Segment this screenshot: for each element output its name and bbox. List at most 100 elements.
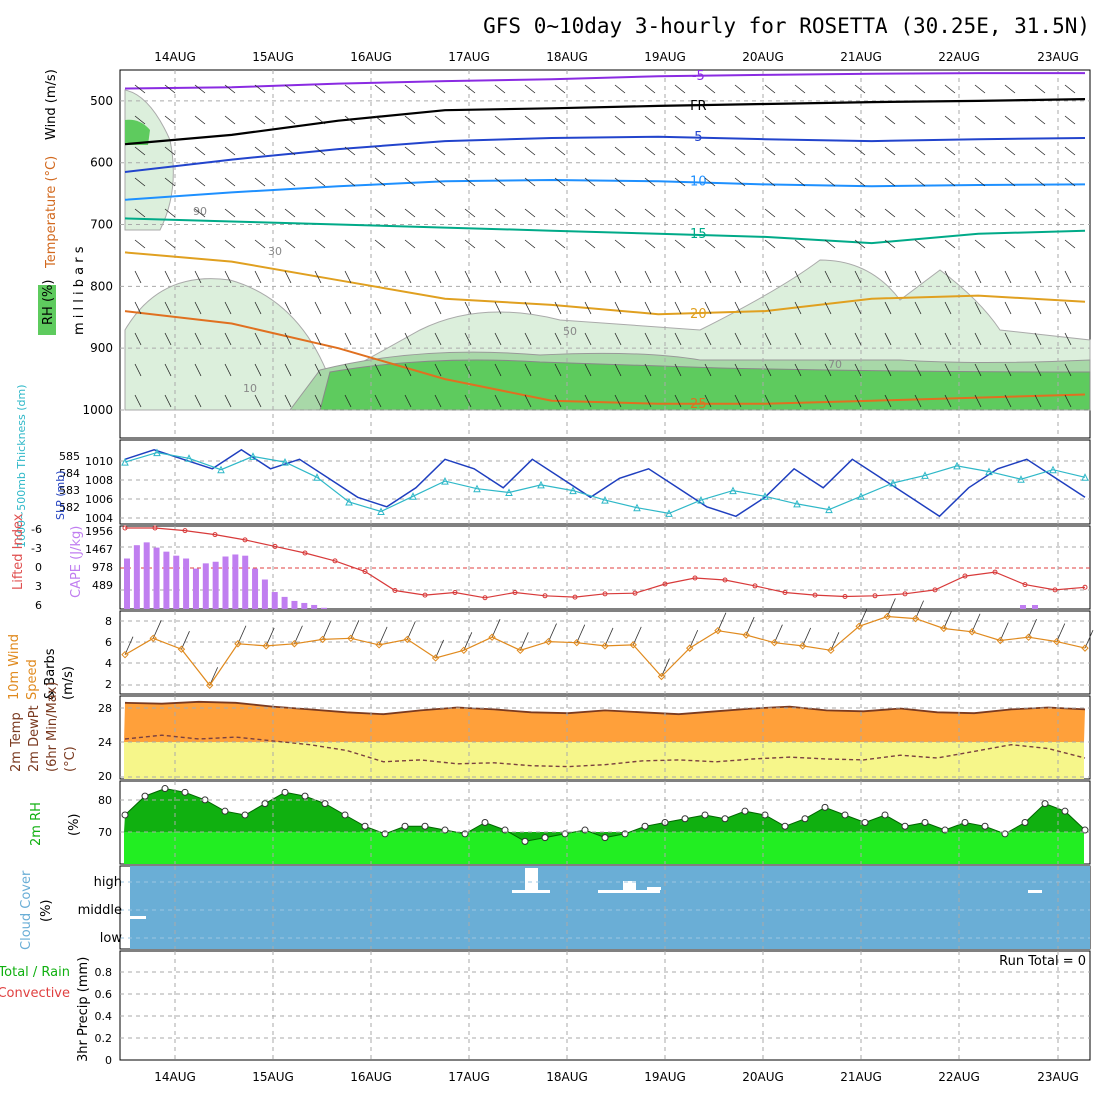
- wind-barb: [734, 301, 742, 315]
- date-label-bottom: 17AUG: [448, 1070, 490, 1084]
- slp-axis-label: SLP (mb): [54, 470, 67, 520]
- wind-barb: [344, 363, 352, 377]
- wind-barb: [584, 301, 592, 315]
- surface-wind-barb: [265, 627, 275, 647]
- wind-barb: [494, 115, 506, 125]
- wind-barb: [374, 239, 386, 249]
- wind-barb: [704, 84, 716, 94]
- wind-barb: [644, 394, 652, 408]
- rh-contour-label: 30: [268, 245, 282, 258]
- wind-barb: [1004, 115, 1016, 125]
- wind-barb: [704, 115, 716, 125]
- thickness-marker: [985, 467, 993, 476]
- wind-barb: [854, 177, 866, 187]
- wind-barb: [164, 270, 172, 284]
- wind-barb: [284, 301, 292, 315]
- wind-barb: [764, 115, 776, 125]
- surface-wind-barb: [689, 629, 699, 649]
- wind-barb: [254, 208, 266, 218]
- thickness-tick-label: 585: [59, 450, 80, 463]
- cape-bar: [163, 551, 170, 609]
- wind-speed-marker: [968, 628, 976, 636]
- date-label-top: 18AUG: [546, 50, 588, 64]
- wind-barb: [854, 84, 866, 94]
- li-marker: [542, 593, 548, 599]
- wind-barb: [254, 394, 262, 408]
- wind-barb: [374, 270, 382, 284]
- pressure-tick-label: 500: [90, 94, 113, 108]
- cape-bar: [242, 555, 249, 609]
- wind-barb: [494, 270, 502, 284]
- wind-barb: [794, 115, 806, 125]
- date-label-bottom: 23AUG: [1037, 1070, 1079, 1084]
- precip-tick-label: 0.8: [95, 966, 113, 979]
- wind-barb: [434, 394, 442, 408]
- cape-bar: [173, 555, 180, 609]
- temp-contour: [124, 217, 1086, 245]
- rh2m-marker: [741, 807, 749, 815]
- li-marker: [122, 525, 128, 531]
- wind-speed-marker: [573, 638, 581, 647]
- li-marker: [842, 593, 848, 599]
- run-total-label: Run Total = 0: [999, 954, 1086, 969]
- wind-barb: [524, 146, 536, 156]
- wind-barb: [194, 239, 206, 249]
- date-label-bottom: 15AUG: [252, 1070, 294, 1084]
- rh2m-marker: [961, 819, 969, 826]
- wind-barb: [884, 84, 896, 94]
- cape-bar: [311, 604, 318, 609]
- wind-barb: [404, 177, 416, 187]
- wind-barb: [614, 270, 622, 284]
- wind-speed-marker: [629, 641, 637, 649]
- wind-barb: [584, 270, 592, 284]
- wind-barb: [944, 84, 956, 94]
- wind-barb: [404, 332, 412, 346]
- li-marker: [722, 577, 728, 583]
- surface-wind-barb: [322, 621, 332, 640]
- temperature-axis-label: Temperature (°C): [44, 156, 59, 269]
- wind-barb: [734, 239, 746, 249]
- wind-barb: [464, 208, 476, 218]
- wind-barb: [914, 115, 926, 125]
- wind-barb: [284, 177, 296, 187]
- wind-barb: [284, 394, 292, 408]
- wind-barb: [344, 239, 356, 249]
- surface-wind-barb: [294, 625, 303, 644]
- wind-barb: [974, 363, 982, 377]
- wind-barb: [914, 363, 922, 377]
- thickness-marker: [1049, 465, 1057, 474]
- wind-barb: [134, 239, 146, 249]
- cape-bar: [261, 579, 268, 609]
- wind-barb: [794, 146, 806, 156]
- wind-barb: [1004, 332, 1012, 346]
- wind-barb: [224, 177, 236, 187]
- cape-bar: [301, 602, 308, 609]
- wind-axis-label: Speed: [25, 659, 40, 700]
- surface-wind-barb: [463, 632, 473, 651]
- rh2m-marker: [681, 815, 689, 823]
- thickness-axis-label: 1000~500mb Thickness (dm): [15, 384, 28, 548]
- temp-contour-label: -5: [692, 69, 705, 84]
- wind-speed-marker: [375, 641, 383, 649]
- wind-barb: [164, 301, 172, 315]
- wind-barb: [974, 177, 986, 187]
- wind-barb: [704, 332, 712, 346]
- wind-barb: [224, 270, 232, 284]
- cloud-axis-label: Cloud Cover: [19, 870, 34, 950]
- date-label-top: 16AUG: [350, 50, 392, 64]
- wind-barb: [164, 208, 176, 218]
- li-marker: [392, 588, 398, 594]
- wind-barb: [974, 394, 982, 408]
- wind-barb: [404, 270, 412, 284]
- wind-barb: [974, 146, 986, 156]
- rh2m-marker: [721, 815, 729, 823]
- wind-barb: [644, 208, 656, 218]
- wind-barb: [734, 84, 746, 94]
- pressure-tick-label: 900: [90, 341, 113, 355]
- precip-tick-label: 0.6: [95, 988, 113, 1001]
- wind-axis-label: 10m Wind: [7, 634, 22, 700]
- wind-barb: [524, 394, 532, 408]
- wind-barb: [614, 301, 622, 315]
- wind-barb: [674, 177, 686, 187]
- wind-barb: [974, 239, 986, 249]
